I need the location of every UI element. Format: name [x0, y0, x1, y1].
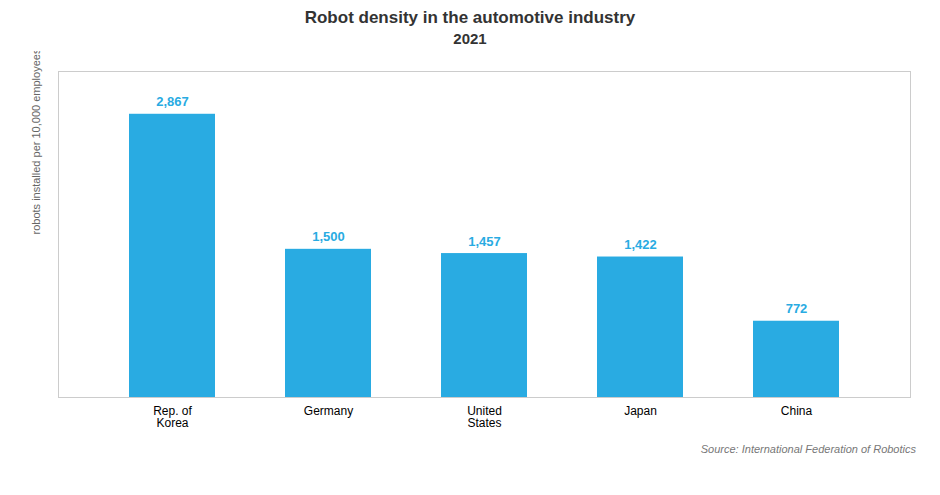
- svg-text:Germany: Germany: [304, 404, 353, 418]
- svg-text:1,500: 1,500: [312, 229, 345, 244]
- svg-text:1,422: 1,422: [624, 237, 657, 252]
- html-text:2021: 2021: [453, 30, 487, 47]
- html-text:Robot density in the automotiv: Robot density in the automotive industry: [304, 8, 636, 27]
- svg-text:2,867: 2,867: [156, 94, 189, 109]
- svg-text:1,457: 1,457: [468, 234, 501, 249]
- svg-text:China: China: [781, 404, 813, 418]
- svg-text:772: 772: [786, 301, 808, 316]
- svg-text:Japan: Japan: [624, 404, 657, 418]
- svg-text:UnitedStates: UnitedStates: [467, 404, 502, 430]
- svg-text:robots installed per 10,000 em: robots installed per 10,000 employees: [30, 51, 42, 235]
- html-text:Source: International Federati: Source: International Federation of Robo…: [700, 443, 916, 455]
- svg-text:Rep. ofKorea: Rep. ofKorea: [153, 404, 192, 430]
